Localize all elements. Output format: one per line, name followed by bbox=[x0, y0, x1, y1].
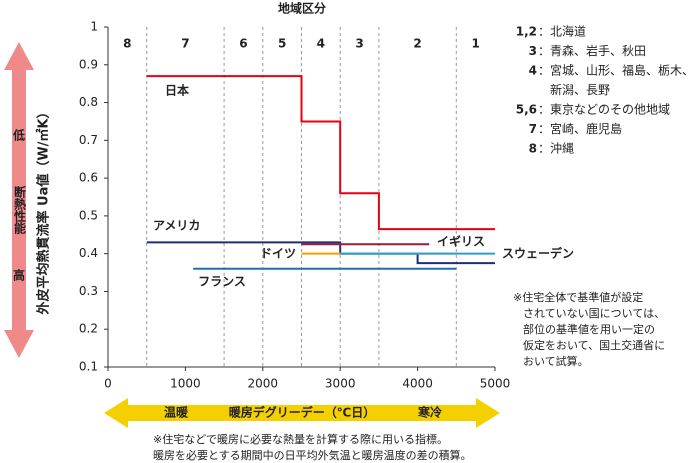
region-text: 新潟、長野 bbox=[550, 82, 610, 97]
series-label: イギリス bbox=[437, 234, 485, 249]
region-text: 青森、岩手、秋田 bbox=[550, 43, 646, 58]
region-colon: ： bbox=[538, 25, 550, 39]
x-tick-label: 1000 bbox=[170, 377, 201, 391]
x-tick-label: 4000 bbox=[402, 377, 433, 391]
y-tick-label: 0.6 bbox=[79, 171, 98, 185]
y-tick-label: 0.5 bbox=[79, 208, 98, 222]
zone-label: 6 bbox=[239, 37, 247, 51]
series-label: アメリカ bbox=[153, 219, 200, 233]
region-text: 宮崎、鹿児島 bbox=[550, 121, 622, 136]
y-tick-label: 0.2 bbox=[79, 322, 98, 336]
zone-label: 2 bbox=[413, 37, 421, 51]
y-axis-label: 外皮平均熱貫流率 Ua値（W/㎡K） bbox=[36, 105, 52, 315]
zone-label: 4 bbox=[317, 37, 325, 51]
series-label: 日本 bbox=[165, 83, 189, 98]
zone-label: 5 bbox=[278, 37, 286, 51]
region-zone: 8 bbox=[529, 142, 537, 156]
region-colon: ： bbox=[538, 142, 550, 156]
series-label: スウェーデン bbox=[502, 246, 574, 261]
x-high-label: 寒冷 bbox=[417, 405, 442, 420]
y-tick-label: 0.9 bbox=[79, 57, 98, 71]
x-axis-label: 暖房デグリーデー（℃日） bbox=[229, 405, 376, 420]
note: 仮定をおいて、国土交通省に bbox=[523, 338, 665, 352]
region-colon: ： bbox=[538, 64, 550, 78]
y-tick-label: 0.8 bbox=[79, 95, 98, 109]
note: されていない国については、 bbox=[523, 307, 665, 320]
series-line bbox=[146, 75, 495, 231]
note: おいて試算。 bbox=[523, 354, 589, 368]
insulation-arrow bbox=[4, 42, 34, 358]
chart-title: 地域区分 bbox=[278, 1, 326, 16]
region-colon: ： bbox=[538, 103, 550, 117]
zone-label: 7 bbox=[181, 37, 189, 51]
region-zone: 4 bbox=[529, 64, 537, 78]
zone-label: 3 bbox=[355, 37, 363, 51]
y-tick-label: 0.1 bbox=[79, 360, 98, 374]
region-text: 東京などのその他地域 bbox=[550, 103, 670, 117]
degree-day-arrow bbox=[104, 398, 500, 428]
region-colon: ： bbox=[538, 44, 550, 58]
y-high-label: 高 bbox=[13, 268, 25, 283]
footnote: ※住宅などで暖房に必要な熱量を計算する際に用いる指標。 bbox=[153, 432, 448, 446]
note: ※住宅全体で基準値が設定 bbox=[513, 290, 643, 304]
y-low-label: 低 bbox=[12, 128, 25, 143]
region-text: 北海道 bbox=[550, 24, 586, 39]
x-tick-label: 2000 bbox=[248, 377, 279, 391]
region-colon: ： bbox=[538, 122, 550, 136]
series-label: フランス bbox=[198, 275, 246, 289]
y-tick-label: 0.7 bbox=[79, 133, 98, 147]
x-low-label: 温暖 bbox=[164, 405, 189, 420]
footnote: 暖房を必要とする期間中の日平均外気温と暖房温度の差の積算。 bbox=[153, 448, 472, 462]
region-text: 沖縄 bbox=[550, 141, 574, 156]
zone-label: 8 bbox=[123, 37, 131, 51]
y-mid-label: 断熱性能 bbox=[13, 185, 27, 235]
y-tick-label: 1 bbox=[90, 20, 98, 34]
x-tick-label: 0 bbox=[104, 377, 112, 391]
note: 部位の基準値を用い一定の bbox=[523, 322, 655, 336]
zone-label: 1 bbox=[471, 37, 479, 51]
y-tick-label: 0.4 bbox=[79, 246, 98, 260]
y-tick-label: 0.3 bbox=[79, 284, 98, 298]
region-zone: 3 bbox=[529, 44, 537, 58]
region-zone: 1,2 bbox=[516, 25, 537, 39]
region-zone: 7 bbox=[529, 122, 537, 136]
series-label: ドイツ bbox=[260, 247, 296, 261]
x-tick-label: 3000 bbox=[325, 377, 356, 391]
x-tick-label: 5000 bbox=[480, 377, 511, 391]
region-text: 宮城、山形、福島、栃木、 bbox=[550, 63, 694, 78]
region-zone: 5,6 bbox=[516, 103, 537, 117]
